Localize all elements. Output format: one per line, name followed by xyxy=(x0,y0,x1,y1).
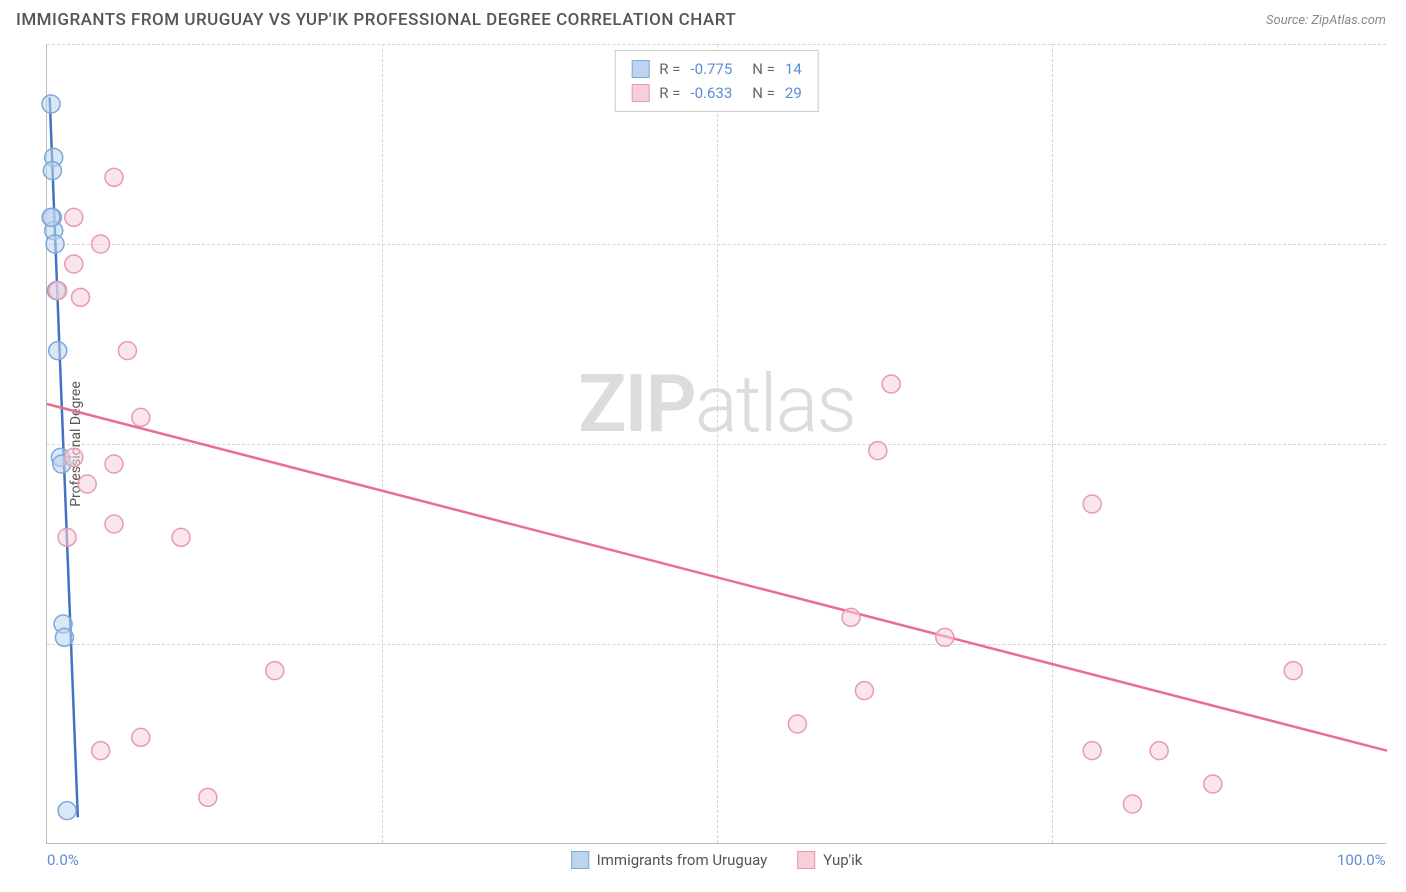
chart-plot-area: ZIPatlas 1.5%3.0%4.5%6.0%0.0%100.0% Prof… xyxy=(46,44,1386,844)
legend-n-value: 14 xyxy=(785,57,802,81)
series-legend-item: Immigrants from Uruguay xyxy=(571,851,768,869)
stats-legend-row: R = -0.633 N = 29 xyxy=(631,81,802,105)
data-point xyxy=(172,528,190,546)
data-point xyxy=(1204,775,1222,793)
data-point xyxy=(65,448,83,466)
data-point xyxy=(105,455,123,473)
data-point xyxy=(118,342,136,360)
data-point xyxy=(92,235,110,253)
x-tick-label: 0.0% xyxy=(47,851,79,869)
data-point xyxy=(842,608,860,626)
data-point xyxy=(65,255,83,273)
legend-swatch xyxy=(797,851,815,869)
data-point xyxy=(58,802,76,820)
data-point xyxy=(1083,742,1101,760)
data-point xyxy=(199,788,217,806)
data-point xyxy=(788,715,806,733)
legend-n-prefix: N = xyxy=(752,57,775,81)
trend-line xyxy=(47,404,1387,751)
legend-swatch xyxy=(631,60,649,78)
source-attribution: Source: ZipAtlas.com xyxy=(1266,13,1386,28)
data-point xyxy=(65,208,83,226)
data-point xyxy=(266,662,284,680)
data-point xyxy=(855,682,873,700)
data-point xyxy=(42,208,60,226)
legend-r-prefix: R = xyxy=(659,57,680,81)
legend-r-value: -0.633 xyxy=(690,81,732,105)
data-point xyxy=(132,408,150,426)
stats-legend-row: R = -0.775 N = 14 xyxy=(631,57,802,81)
data-point xyxy=(105,168,123,186)
chart-title: IMMIGRANTS FROM URUGUAY VS YUP'IK PROFES… xyxy=(16,10,736,30)
data-point xyxy=(1123,795,1141,813)
data-point xyxy=(42,95,60,113)
data-point xyxy=(92,742,110,760)
data-point xyxy=(1284,662,1302,680)
data-point xyxy=(1083,495,1101,513)
data-point xyxy=(49,342,67,360)
stats-legend: R = -0.775 N = 14 R = -0.633 N = 29 xyxy=(614,50,819,112)
legend-r-value: -0.775 xyxy=(690,57,732,81)
data-point xyxy=(882,375,900,393)
data-point xyxy=(869,442,887,460)
legend-swatch xyxy=(571,851,589,869)
data-point xyxy=(105,515,123,533)
legend-n-value: 29 xyxy=(785,81,802,105)
data-point xyxy=(78,475,96,493)
data-point xyxy=(72,288,90,306)
series-name: Yup'ik xyxy=(823,851,862,869)
x-tick-label: 100.0% xyxy=(1337,851,1386,869)
legend-r-prefix: R = xyxy=(659,81,680,105)
data-point xyxy=(43,162,61,180)
data-point xyxy=(55,628,73,646)
data-point xyxy=(936,628,954,646)
data-point xyxy=(46,235,64,253)
legend-swatch xyxy=(631,84,649,102)
legend-n-prefix: N = xyxy=(752,81,775,105)
series-name: Immigrants from Uruguay xyxy=(597,851,768,869)
data-point xyxy=(1150,742,1168,760)
data-point xyxy=(132,728,150,746)
series-legend: Immigrants from Uruguay Yup'ik xyxy=(571,851,863,869)
data-point xyxy=(49,282,67,300)
scatter-plot-svg xyxy=(47,44,1386,843)
data-point xyxy=(58,528,76,546)
series-legend-item: Yup'ik xyxy=(797,851,862,869)
